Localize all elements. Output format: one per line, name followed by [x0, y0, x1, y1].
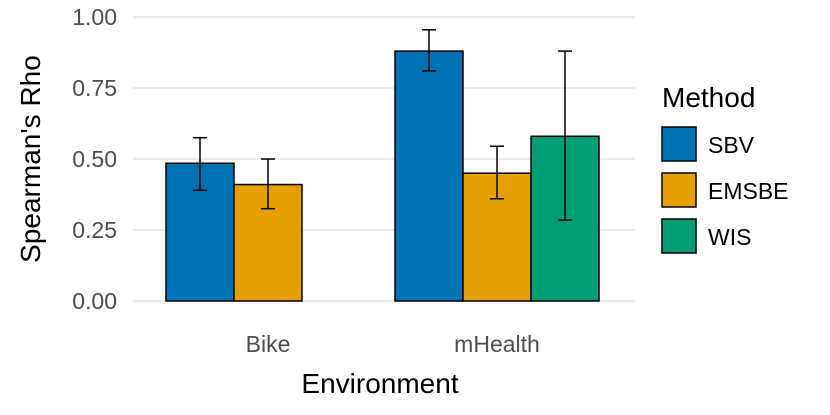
- x-axis-ticks: Bike mHealth: [246, 331, 540, 357]
- y-tick-label: 0.75: [72, 75, 117, 101]
- legend-label: SBV: [708, 132, 755, 158]
- legend-swatch-emsbe: [661, 172, 697, 208]
- error-bar-sbv-bike: [193, 136, 207, 191]
- error-bar-emsbe-mhealth: [490, 145, 504, 200]
- x-tick-label: mHealth: [454, 331, 540, 357]
- legend-swatch-sbv: [661, 126, 697, 162]
- legend-swatch-wis: [661, 218, 697, 254]
- legend: Method SBV EMSBE WIS: [661, 82, 789, 254]
- legend-title: Method: [662, 82, 755, 113]
- error-bars: [193, 29, 572, 221]
- y-axis-title: Spearman's Rho: [15, 55, 46, 263]
- error-bar-emsbe-bike: [261, 158, 275, 210]
- y-tick-label: 0.50: [72, 146, 117, 172]
- x-axis-title: Environment: [301, 368, 458, 399]
- error-bar-wis-mhealth: [558, 50, 572, 221]
- y-tick-label: 1.00: [72, 4, 117, 30]
- bars: [165, 50, 600, 302]
- y-tick-label: 0.00: [72, 288, 117, 314]
- y-tick-label: 0.25: [72, 217, 117, 243]
- legend-label: WIS: [708, 224, 751, 250]
- error-bar-sbv-mhealth: [422, 29, 436, 72]
- bar-emsbe-bike: [233, 183, 303, 302]
- legend-label: EMSBE: [708, 178, 789, 204]
- x-tick-label: Bike: [246, 331, 291, 357]
- bar-sbv-mhealth: [394, 50, 464, 302]
- legend-items: SBV EMSBE WIS: [661, 126, 789, 254]
- y-axis-ticks: 0.00 0.25 0.50 0.75 1.00: [72, 4, 117, 314]
